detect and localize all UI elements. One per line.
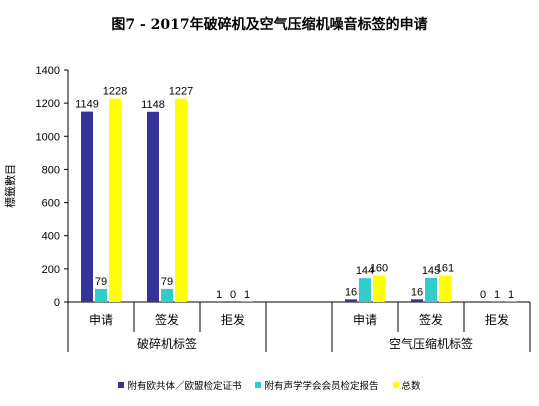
data-label: 1228: [103, 86, 127, 98]
data-label: 1: [508, 289, 514, 301]
y-tick-label: 0: [54, 297, 60, 309]
chart-title: 图7 - 2017年破碎机及空气压缩机噪音标签的申请: [111, 17, 428, 33]
legend-label-series-1: 附有欧共体／欧盟检定证书: [127, 381, 242, 392]
data-label: 1: [244, 289, 250, 301]
legend-item-series-1: 附有欧共体／欧盟检定证书: [118, 378, 241, 392]
y-tick-label: 400: [42, 231, 60, 243]
x-group-label: 空气压缩机标签: [389, 336, 473, 351]
y-axis-label: 標籤數目: [3, 164, 17, 208]
data-label: 16: [345, 286, 357, 298]
data-label: 1149: [75, 99, 99, 111]
bar: [175, 98, 187, 302]
x-category-label: 拒发: [221, 312, 245, 327]
bar: [147, 111, 159, 302]
legend-label-series-2: 附有声学学会会员检定报告: [264, 381, 379, 392]
bar: [373, 275, 385, 302]
x-category-label: 申请: [353, 313, 377, 327]
data-label: 79: [95, 276, 107, 288]
bar: [345, 299, 357, 302]
data-label: 1148: [141, 99, 165, 111]
bar: [411, 299, 423, 302]
legend-swatch-series-2: [255, 382, 262, 388]
legend-item-series-2: 附有声学学会会员检定报告: [255, 378, 379, 392]
y-tick-label: 1400: [36, 65, 60, 77]
y-tick-label: 200: [42, 264, 60, 276]
data-label: 0: [480, 289, 486, 301]
data-label: 161: [436, 262, 454, 274]
bar: [439, 275, 451, 302]
bar: [95, 288, 107, 302]
x-category-label: 签发: [155, 312, 179, 327]
data-label: 145: [422, 265, 440, 277]
data-label: 1: [494, 289, 500, 301]
legend-swatch-series-1: [118, 382, 125, 388]
data-label: 144: [356, 265, 374, 277]
y-tick-label: 1000: [36, 131, 60, 143]
bar: [161, 288, 173, 302]
bar: [109, 98, 121, 302]
y-tick-label: 1200: [36, 98, 60, 110]
data-label: 79: [161, 276, 173, 288]
data-label: 1227: [169, 86, 193, 98]
y-tick-label: 800: [42, 164, 60, 176]
x-category-label: 拒发: [485, 312, 509, 327]
bar: [359, 278, 371, 302]
legend-label-series-3: 总数: [401, 381, 421, 392]
legend-swatch-series-3: [392, 382, 399, 388]
y-tick-label: 600: [42, 198, 60, 210]
x-category-label: 申请: [89, 313, 113, 327]
data-label: 160: [370, 262, 388, 274]
data-label: 0: [230, 289, 236, 301]
legend-item-series-3: 总数: [392, 378, 421, 392]
legend: 附有欧共体／欧盟检定证书 附有声学学会会员检定报告 总数: [0, 378, 539, 392]
x-category-label: 签发: [419, 312, 443, 327]
data-label: 16: [411, 286, 423, 298]
data-label: 1: [216, 289, 222, 301]
bar: [81, 111, 93, 302]
x-group-label: 破碎机标签: [137, 336, 197, 351]
bar: [425, 277, 437, 302]
